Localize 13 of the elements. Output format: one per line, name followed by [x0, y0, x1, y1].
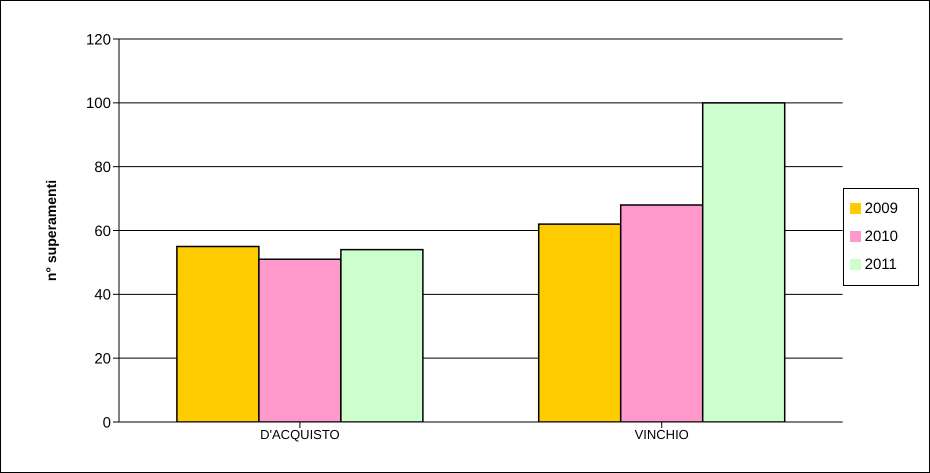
y-tick-label: 40 — [94, 286, 111, 304]
legend-label: 2010 — [864, 228, 898, 244]
x-tick-label: D'ACQUISTO — [260, 427, 340, 442]
legend-label: 2011 — [864, 256, 897, 272]
legend-label: 2009 — [864, 200, 898, 216]
x-tick-label: VINCHIO — [634, 427, 689, 442]
y-tick-label: 120 — [86, 31, 111, 48]
y-tick-label: 0 — [102, 414, 111, 432]
y-tick-label: 60 — [94, 222, 111, 240]
y-tick-label: 20 — [94, 350, 111, 368]
y-tick-label: 100 — [86, 95, 111, 112]
y-tick-label: 80 — [94, 158, 111, 176]
y-axis-title: n° superamenti — [42, 180, 59, 282]
